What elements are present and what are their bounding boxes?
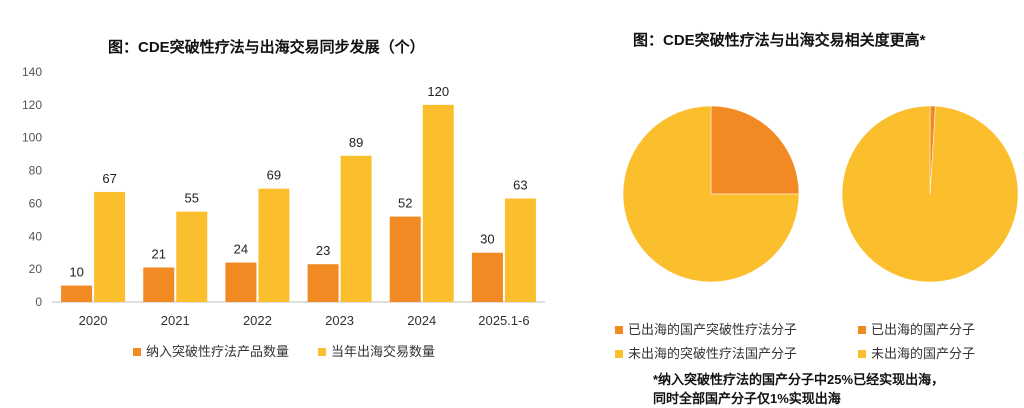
y-tick-label: 60: [29, 196, 43, 210]
data-label: 24: [234, 242, 248, 257]
y-tick-label: 40: [29, 229, 43, 243]
legend-label: 已出海的国产突破性疗法分子: [628, 322, 798, 337]
bar-bdt-products: [471, 252, 503, 302]
bar-deals: [94, 191, 126, 302]
x-tick-label: 2022: [243, 313, 272, 328]
data-label: 30: [480, 232, 494, 247]
bar-deals: [504, 198, 536, 302]
y-tick-label: 100: [22, 131, 42, 145]
bar-deals: [176, 211, 208, 302]
x-tick-label: 2024: [407, 313, 436, 328]
legend-item-pie2-out: 已出海的国产分子: [858, 319, 975, 338]
legend-item-pie2-not-out: 未出海的国产分子: [858, 343, 975, 362]
data-label: 89: [349, 135, 363, 150]
x-tick-label: 2025.1-6: [478, 313, 529, 328]
bar-bdt-products: [389, 216, 421, 302]
legend-swatch-orange: [858, 325, 866, 334]
y-tick-label: 140: [22, 65, 42, 79]
data-label: 67: [102, 171, 116, 186]
data-label: 55: [185, 191, 199, 206]
legend-swatch-orange: [615, 325, 623, 334]
legend-label: 已出海的国产分子: [871, 322, 976, 337]
footnote-line-2: 同时全部国产分子仅1%实现出海: [653, 391, 841, 406]
pie-charts-title: 图：CDE突破性疗法与出海交易相关度更高*: [633, 32, 926, 49]
y-tick-label: 0: [35, 295, 42, 309]
y-tick-label: 80: [29, 164, 43, 178]
legend-label: 纳入突破性疗法产品数量: [146, 344, 290, 359]
data-label: 23: [316, 243, 330, 258]
data-label: 69: [267, 168, 281, 183]
bar-bdt-products: [61, 285, 93, 302]
bar-bdt-products: [225, 262, 257, 302]
x-tick-label: 2021: [161, 313, 190, 328]
legend-swatch-orange: [133, 347, 141, 356]
legend-swatch-yellow: [858, 349, 866, 358]
bar-chart-title: 图：CDE突破性疗法与出海交易同步发展（个）: [108, 39, 425, 56]
pie2-slice-not-out: [841, 105, 1019, 283]
bar-deals: [340, 155, 372, 302]
x-tick-label: 2023: [325, 313, 354, 328]
legend-item-bdt-products: 纳入突破性疗法产品数量: [133, 341, 289, 360]
legend-item-deals: 当年出海交易数量: [318, 341, 435, 360]
legend-item-pie1-out: 已出海的国产突破性疗法分子: [615, 319, 797, 338]
footnote-line-1: *纳入突破性疗法的国产分子中25%已经实现出海，: [653, 372, 945, 387]
data-label: 10: [69, 265, 83, 280]
legend-swatch-yellow: [615, 349, 623, 358]
y-tick-label: 120: [22, 98, 42, 112]
data-label: 21: [152, 247, 166, 262]
legend-swatch-yellow: [318, 347, 326, 356]
pie1-slice-not-out: [622, 105, 800, 283]
bar-bdt-products: [143, 267, 175, 302]
bar-deals: [258, 188, 290, 302]
y-tick-label: 20: [29, 262, 43, 276]
pie1-slice-out: [710, 105, 800, 195]
data-label: 63: [513, 178, 527, 193]
data-label: 52: [398, 196, 412, 211]
legend-label: 当年出海交易数量: [331, 344, 436, 359]
x-tick-label: 2020: [79, 313, 108, 328]
legend-label: 未出海的国产分子: [871, 346, 976, 361]
legend-item-pie1-not-out: 未出海的突破性疗法国产分子: [615, 343, 797, 362]
footnote: *纳入突破性疗法的国产分子中25%已经实现出海， 同时全部国产分子仅1%实现出海: [653, 370, 944, 408]
bar-bdt-products: [307, 264, 339, 302]
legend-label: 未出海的突破性疗法国产分子: [628, 346, 798, 361]
bar-deals: [422, 104, 454, 302]
data-label: 120: [427, 84, 449, 99]
